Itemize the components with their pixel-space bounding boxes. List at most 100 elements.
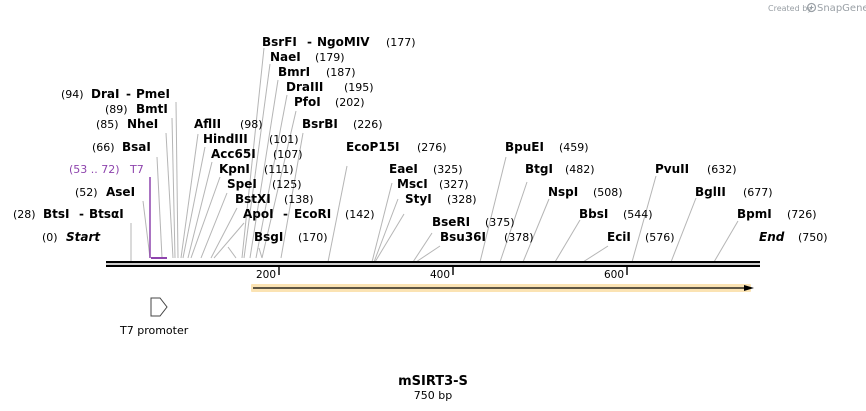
- start-label: Start: [66, 230, 101, 244]
- start-pos: (0): [42, 231, 58, 244]
- site-name[interactable]: SpeI: [227, 177, 257, 191]
- site-pos: (89): [105, 103, 128, 116]
- site-name[interactable]: BbsI: [579, 207, 608, 221]
- site-name[interactable]: BtsαI: [89, 207, 124, 221]
- site-pos: (226): [353, 118, 383, 131]
- site-pos: (327): [439, 178, 469, 191]
- site-name[interactable]: ApoI: [243, 207, 274, 221]
- site-name[interactable]: PmeI: [136, 87, 170, 101]
- site-name[interactable]: EcoP15I: [346, 140, 400, 154]
- site-name[interactable]: DraI: [91, 87, 119, 101]
- site-pos: (107): [273, 148, 303, 161]
- site-pos: (52): [75, 186, 98, 199]
- brand-text: SnapGene: [817, 3, 866, 14]
- site-name[interactable]: BpuEI: [505, 140, 544, 154]
- site-name[interactable]: PvuII: [655, 162, 689, 176]
- site-name[interactable]: EciI: [607, 230, 631, 244]
- site-name[interactable]: BseRI: [432, 215, 470, 229]
- right-site-labels: BpuEI (459) BtgI (482) NspI (508) BbsI (…: [505, 140, 817, 244]
- site-sep: -: [126, 87, 131, 101]
- site-pos: (202): [335, 96, 365, 109]
- site-pos: (276): [417, 141, 447, 154]
- site-name[interactable]: NspI: [548, 185, 578, 199]
- site-name[interactable]: BtgI: [525, 162, 553, 176]
- site-pos: (66): [92, 141, 115, 154]
- site-pos: (482): [565, 163, 595, 176]
- site-name[interactable]: BsrFI: [262, 35, 297, 49]
- promoter-label: T7 promoter: [119, 324, 189, 337]
- site-name[interactable]: HindIII: [203, 132, 248, 146]
- site-name[interactable]: EcoRI: [294, 207, 331, 221]
- site-name[interactable]: BtsI: [43, 207, 70, 221]
- site-name[interactable]: PfoI: [294, 95, 321, 109]
- site-pos: (28): [13, 208, 36, 221]
- snapgene-logo-icon: [806, 2, 817, 13]
- site-pos: (187): [326, 66, 356, 79]
- top-site-labels: BsrFI - NgoMIV (177) NaeI (179) BmrI (18…: [262, 35, 416, 131]
- site-pos: (325): [433, 163, 463, 176]
- site-pos: (195): [344, 81, 374, 94]
- t7-range: (53 .. 72): [69, 163, 120, 176]
- site-name[interactable]: NaeI: [270, 50, 301, 64]
- site-name[interactable]: BstXI: [235, 192, 271, 206]
- site-name[interactable]: BmtI: [136, 102, 168, 116]
- center-left-site-labels: AflII (98) HindIII (101) Acc65I (107) Kp…: [194, 117, 375, 244]
- site-pos: (111): [264, 163, 294, 176]
- ruler-label-200: 200: [256, 269, 276, 281]
- site-name[interactable]: KpnI: [219, 162, 250, 176]
- site-pos: (125): [272, 178, 302, 191]
- site-pos: (138): [284, 193, 314, 206]
- site-pos: (94): [61, 88, 84, 101]
- site-pos: (142): [345, 208, 375, 221]
- site-leader-lines: [130, 47, 739, 263]
- site-name[interactable]: BmrI: [278, 65, 310, 79]
- map-title: mSIRT3-S: [398, 374, 468, 389]
- site-name[interactable]: BpmI: [737, 207, 772, 221]
- site-name[interactable]: NgoMIV: [317, 35, 370, 49]
- site-name[interactable]: DraIII: [286, 80, 323, 94]
- site-name[interactable]: BsgI: [254, 230, 283, 244]
- site-pos: (85): [96, 118, 119, 131]
- site-pos: (170): [298, 231, 328, 244]
- promoter-arrow-icon[interactable]: [150, 297, 168, 317]
- ruler-label-400: 400: [430, 269, 450, 281]
- map-length: 750 bp: [414, 389, 452, 402]
- site-name[interactable]: EaeI: [389, 162, 418, 176]
- site-name[interactable]: BsaI: [122, 140, 151, 154]
- site-name[interactable]: AseI: [106, 185, 135, 199]
- site-pos: (378): [504, 231, 534, 244]
- site-pos: (101): [269, 133, 299, 146]
- site-pos: (98): [240, 118, 263, 131]
- created-by-text: Created by: [768, 4, 812, 13]
- site-sep: -: [283, 207, 288, 221]
- site-pos: (576): [645, 231, 675, 244]
- site-pos: (508): [593, 186, 623, 199]
- site-sep: -: [79, 207, 84, 221]
- site-pos: (177): [386, 36, 416, 49]
- middle-site-labels: EcoP15I (276) EaeI (325) MscI (327) StyI…: [346, 140, 534, 244]
- t7-feature-bar[interactable]: [151, 257, 167, 259]
- site-pos: (328): [447, 193, 477, 206]
- site-pos: (677): [743, 186, 773, 199]
- site-name[interactable]: Acc65I: [211, 147, 256, 161]
- t7-label[interactable]: T7: [129, 163, 144, 176]
- site-pos: (632): [707, 163, 737, 176]
- site-name[interactable]: BglII: [695, 185, 726, 199]
- site-pos: (375): [485, 216, 515, 229]
- site-name[interactable]: BsrBI: [302, 117, 338, 131]
- orf-arrow[interactable]: [251, 284, 754, 292]
- site-name[interactable]: StyI: [405, 192, 432, 206]
- site-name[interactable]: Bsu36I: [440, 230, 486, 244]
- end-pos: (750): [798, 231, 828, 244]
- left-site-labels: (28) BtsI - BtsαI (52) AseI (66) BsaI (8…: [13, 87, 170, 221]
- site-name[interactable]: MscI: [397, 177, 428, 191]
- site-sep: -: [307, 35, 312, 49]
- site-name[interactable]: AflII: [194, 117, 221, 131]
- ruler-label-600: 600: [604, 269, 624, 281]
- sequence-backbone[interactable]: [106, 261, 760, 267]
- site-pos: (459): [559, 141, 589, 154]
- end-label: End: [759, 230, 785, 244]
- site-name[interactable]: NheI: [127, 117, 158, 131]
- site-pos: (544): [623, 208, 653, 221]
